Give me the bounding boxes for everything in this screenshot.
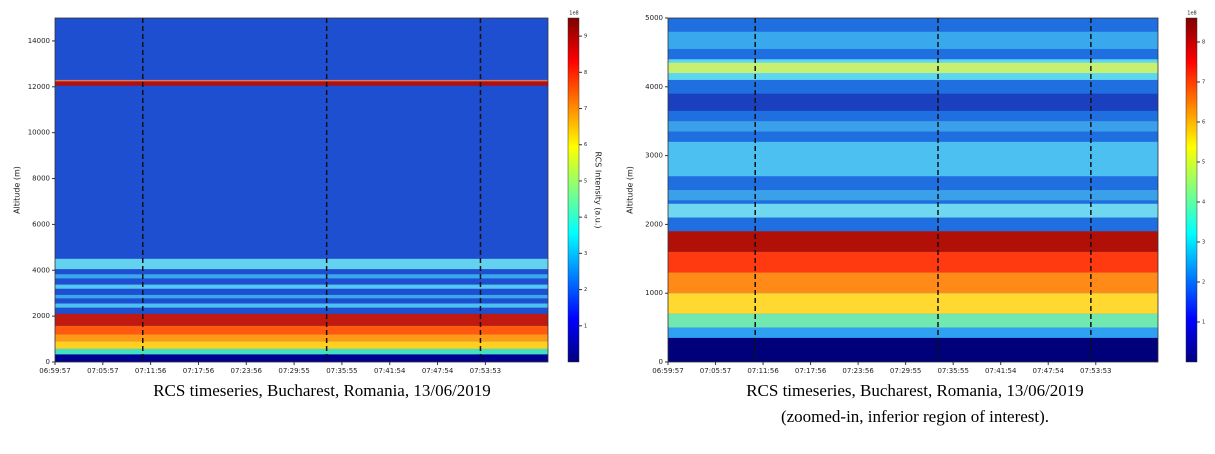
heatmap-band [55, 81, 548, 86]
colorbar-tick-label: 2 [584, 287, 587, 293]
x-tick-label: 07:05:57 [700, 367, 731, 375]
x-tick-label: 07:41:54 [374, 367, 406, 375]
x-tick-label: 07:53:53 [1080, 367, 1111, 375]
colorbar-exponent: 1e8 [569, 11, 578, 17]
heatmap-band [55, 303, 548, 308]
x-tick-label: 07:41:54 [985, 367, 1017, 375]
colorbar [567, 17, 580, 363]
heatmap-band [55, 325, 548, 335]
y-tick-label: 6000 [32, 220, 50, 228]
x-tick-label: 07:11:56 [135, 367, 167, 375]
colorbar-exponent: 1e8 [1187, 11, 1196, 17]
colorbar-tick-label: 6 [584, 142, 587, 148]
colorbar-tick-label: 3 [584, 251, 587, 257]
colorbar [1185, 17, 1198, 363]
x-tick-label: 07:47:54 [1033, 367, 1065, 375]
heatmap-band [668, 62, 1158, 74]
heatmap-band [55, 284, 548, 289]
y-tick-label: 3000 [645, 152, 663, 160]
y-tick-label: 2000 [32, 312, 50, 320]
plot-frame [54, 17, 549, 363]
y-tick-label: 8000 [32, 175, 50, 183]
heatmap-band [55, 348, 548, 355]
x-tick-label: 07:29:55 [278, 367, 309, 375]
y-tick-label: 0 [46, 358, 50, 366]
heatmap-band [668, 190, 1158, 201]
x-tick-label: 07:05:57 [87, 367, 118, 375]
x-tick-label: 07:47:54 [422, 367, 454, 375]
heatmap-band [55, 274, 548, 279]
x-tick-label: 07:29:55 [890, 367, 921, 375]
heatmap-band [668, 93, 1158, 111]
heatmap-band [55, 79, 548, 82]
colorbar-tick-label: 8 [584, 70, 587, 76]
y-tick-label: 2000 [645, 220, 663, 228]
colorbar-tick-label: 6 [1202, 120, 1205, 126]
colorbar-tick-label: 7 [1202, 80, 1205, 86]
caption: RCS timeseries, Bucharest, Romania, 13/0… [746, 381, 1084, 400]
colorbar-label: RCS Intensity (a.u.) [594, 151, 603, 228]
heatmap-band [668, 313, 1158, 328]
colorbar-tick-label: 4 [1202, 200, 1205, 206]
y-tick-label: 0 [659, 358, 663, 366]
caption: RCS timeseries, Bucharest, Romania, 13/0… [153, 381, 491, 400]
heatmap-band [668, 231, 1158, 252]
colorbar-tick-label: 9 [584, 34, 587, 40]
y-axis-label: Altitude (m) [13, 166, 22, 214]
heatmap-band [668, 327, 1158, 338]
y-tick-label: 4000 [645, 83, 663, 91]
x-tick-label: 06:59:57 [39, 367, 70, 375]
x-tick-label: 07:53:53 [470, 367, 501, 375]
heatmap-band [668, 31, 1158, 49]
heatmap-band [668, 337, 1158, 362]
heatmap-band [668, 293, 1158, 314]
y-tick-label: 4000 [32, 266, 50, 274]
y-tick-label: 5000 [645, 14, 663, 22]
colorbar-tick-label: 1 [1202, 320, 1205, 326]
heatmap-band [668, 251, 1158, 273]
heatmap-band [55, 334, 548, 342]
heatmap-band [55, 294, 548, 299]
heatmap-band [55, 258, 548, 270]
x-tick-label: 07:23:56 [231, 367, 263, 375]
heatmap-band [668, 121, 1158, 132]
y-tick-label: 12000 [28, 83, 50, 91]
x-tick-label: 06:59:57 [652, 367, 683, 375]
x-tick-label: 07:35:55 [326, 367, 357, 375]
colorbar-tick-label: 7 [584, 106, 587, 112]
y-tick-label: 14000 [28, 37, 50, 45]
plot-frame [667, 17, 1159, 363]
y-tick-label: 1000 [645, 289, 663, 297]
colorbar-tick-label: 8 [1202, 40, 1205, 46]
heatmap-band [55, 354, 548, 362]
heatmap-band [55, 18, 548, 362]
colorbar-tick-label: 2 [1202, 280, 1205, 286]
colorbar-tick-label: 5 [584, 178, 587, 184]
x-tick-label: 07:17:56 [795, 367, 827, 375]
colorbar-tick-label: 5 [1202, 160, 1205, 166]
colorbar-tick-label: 3 [1202, 240, 1205, 246]
colorbar-tick-label: 4 [584, 215, 587, 221]
colorbar-tick-label: 1 [584, 323, 587, 329]
y-axis-label: Altitude (m) [626, 166, 635, 214]
heatmap-band [668, 141, 1158, 177]
heatmap-band [668, 272, 1158, 294]
x-tick-label: 07:23:56 [842, 367, 874, 375]
x-tick-label: 07:35:55 [937, 367, 968, 375]
heatmap-band [668, 203, 1158, 218]
x-tick-label: 07:17:56 [183, 367, 215, 375]
heatmap-band [55, 313, 548, 326]
heatmap-band [55, 341, 548, 349]
y-tick-label: 10000 [28, 129, 50, 137]
x-tick-label: 07:11:56 [747, 367, 779, 375]
caption: (zoomed-in, inferior region of interest)… [781, 407, 1049, 426]
